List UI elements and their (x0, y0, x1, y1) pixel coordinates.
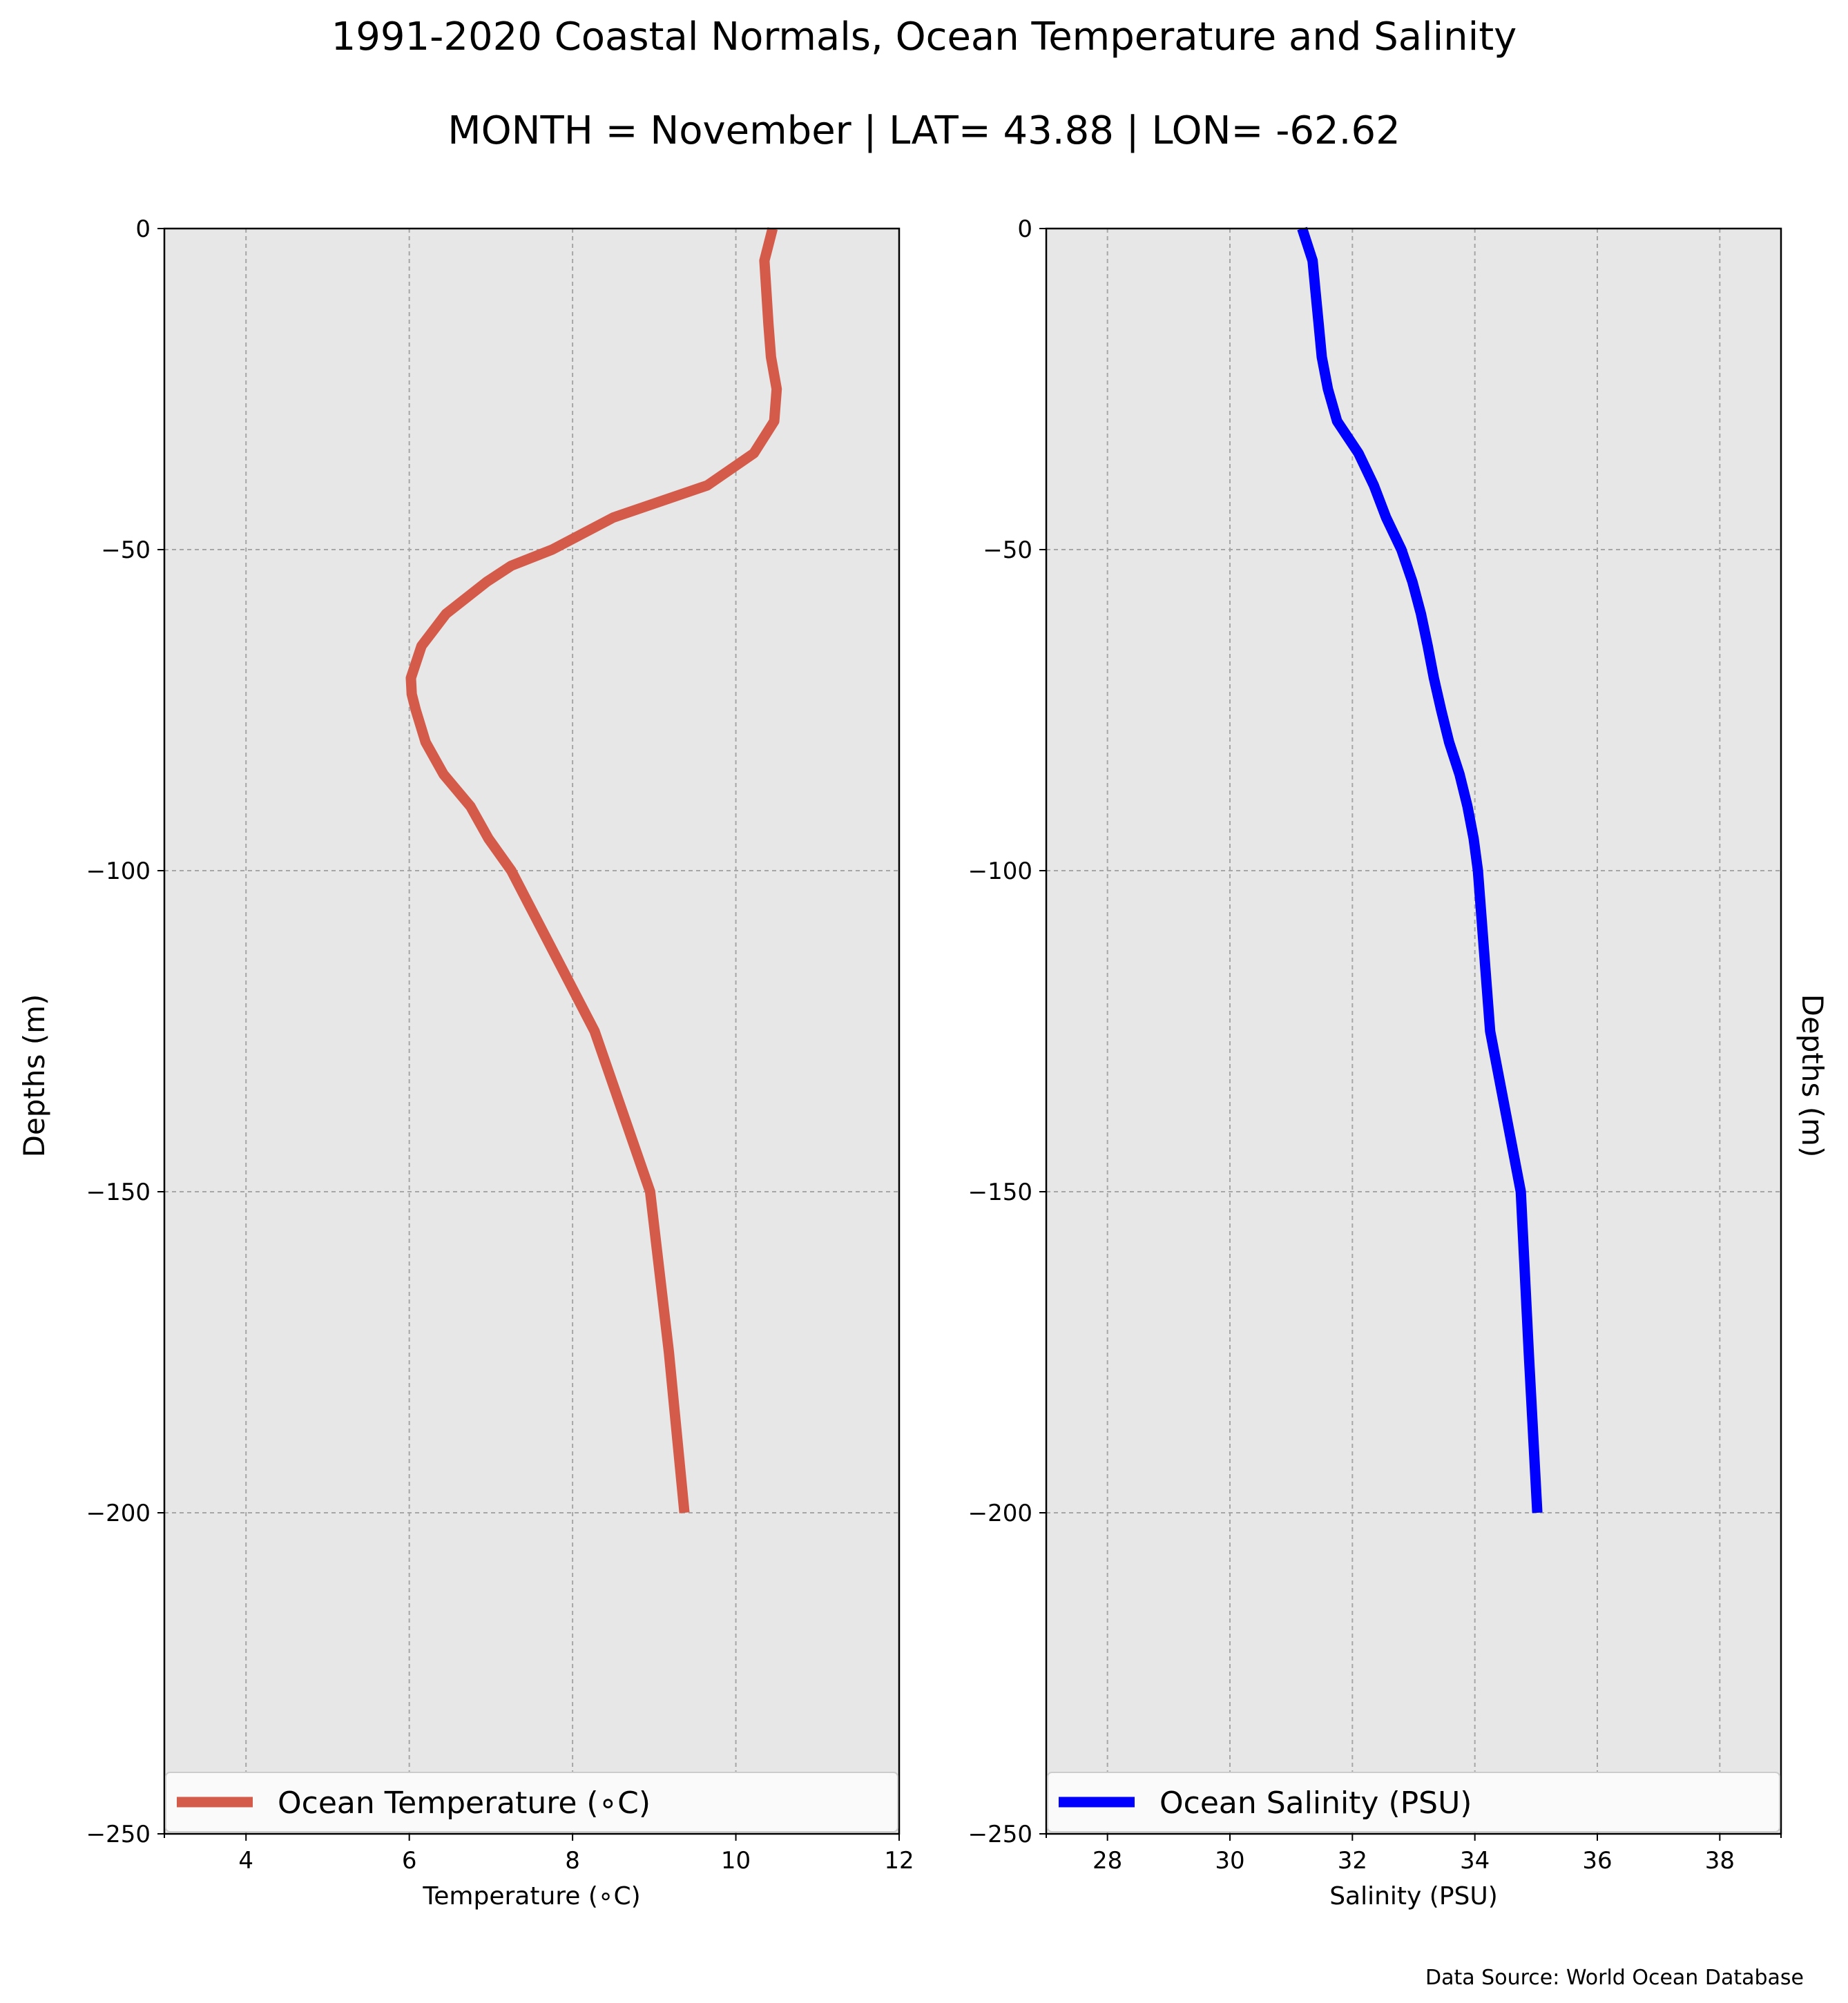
salinity-series-line (1297, 226, 1543, 1513)
x-tick-label: 32 (1338, 1847, 1367, 1875)
x-axis-label: Temperature (∘C) (422, 1882, 640, 1910)
x-tick-label: 28 (1093, 1847, 1122, 1875)
plot-area (1046, 229, 1781, 1834)
x-tick-label: 12 (884, 1847, 914, 1875)
figure-title: 1991-2020 Coastal Normals, Ocean Tempera… (331, 14, 1517, 59)
x-tick-label: 10 (721, 1847, 751, 1875)
legend-box (165, 1772, 898, 1832)
y-tick-label: 0 (1017, 215, 1032, 243)
y-tick-label: −250 (86, 1821, 151, 1848)
x-tick-label: 30 (1215, 1847, 1244, 1875)
x-tick-label: 38 (1705, 1847, 1735, 1875)
x-axis-label: Salinity (PSU) (1329, 1882, 1498, 1910)
right-ylabel: Depths (m) (1796, 994, 1829, 1158)
salinity-chart: 28 30 32 34 36 38 0 −50 −100 −150 −200 −250 Salinity… (968, 215, 1782, 1910)
y-tick-label: −200 (968, 1500, 1032, 1527)
y-tick-label: −100 (86, 858, 151, 885)
x-tick-label: 36 (1582, 1847, 1612, 1875)
legend-label: Ocean Salinity (PSU) (1159, 1786, 1472, 1821)
x-tick-label: 34 (1460, 1847, 1490, 1875)
y-tick-label: −200 (86, 1500, 151, 1527)
x-tick-label: 6 (402, 1847, 417, 1875)
legend-label: Ocean Temperature (∘C) (278, 1786, 651, 1821)
x-tick-label: 4 (238, 1847, 253, 1875)
plot-area (164, 229, 899, 1834)
legend-box (1047, 1772, 1780, 1832)
x-tick-label: 8 (565, 1847, 580, 1875)
y-tick-label: −150 (968, 1179, 1032, 1206)
axes-frame (1045, 227, 1782, 1835)
y-tick-label: −150 (86, 1179, 151, 1206)
y-tick-label: −50 (101, 536, 151, 564)
y-tick-label: −100 (968, 858, 1032, 885)
axes-frame (163, 227, 901, 1835)
y-tick-label: −50 (983, 536, 1032, 564)
y-tick-label: −250 (968, 1821, 1032, 1848)
figure-subtitle: MONTH = November | LAT= 43.88 | LON= -62… (447, 108, 1401, 153)
y-tick-label: 0 (135, 215, 151, 243)
data-source-note: Data Source: World Ocean Database (1425, 1966, 1804, 1990)
temperature-chart: 4 6 8 10 12 0 −50 −100 −150 −200 −250 Temperature (… (86, 215, 914, 1910)
left-ylabel: Depths (m) (17, 994, 51, 1158)
temperature-series-line (405, 227, 782, 1513)
